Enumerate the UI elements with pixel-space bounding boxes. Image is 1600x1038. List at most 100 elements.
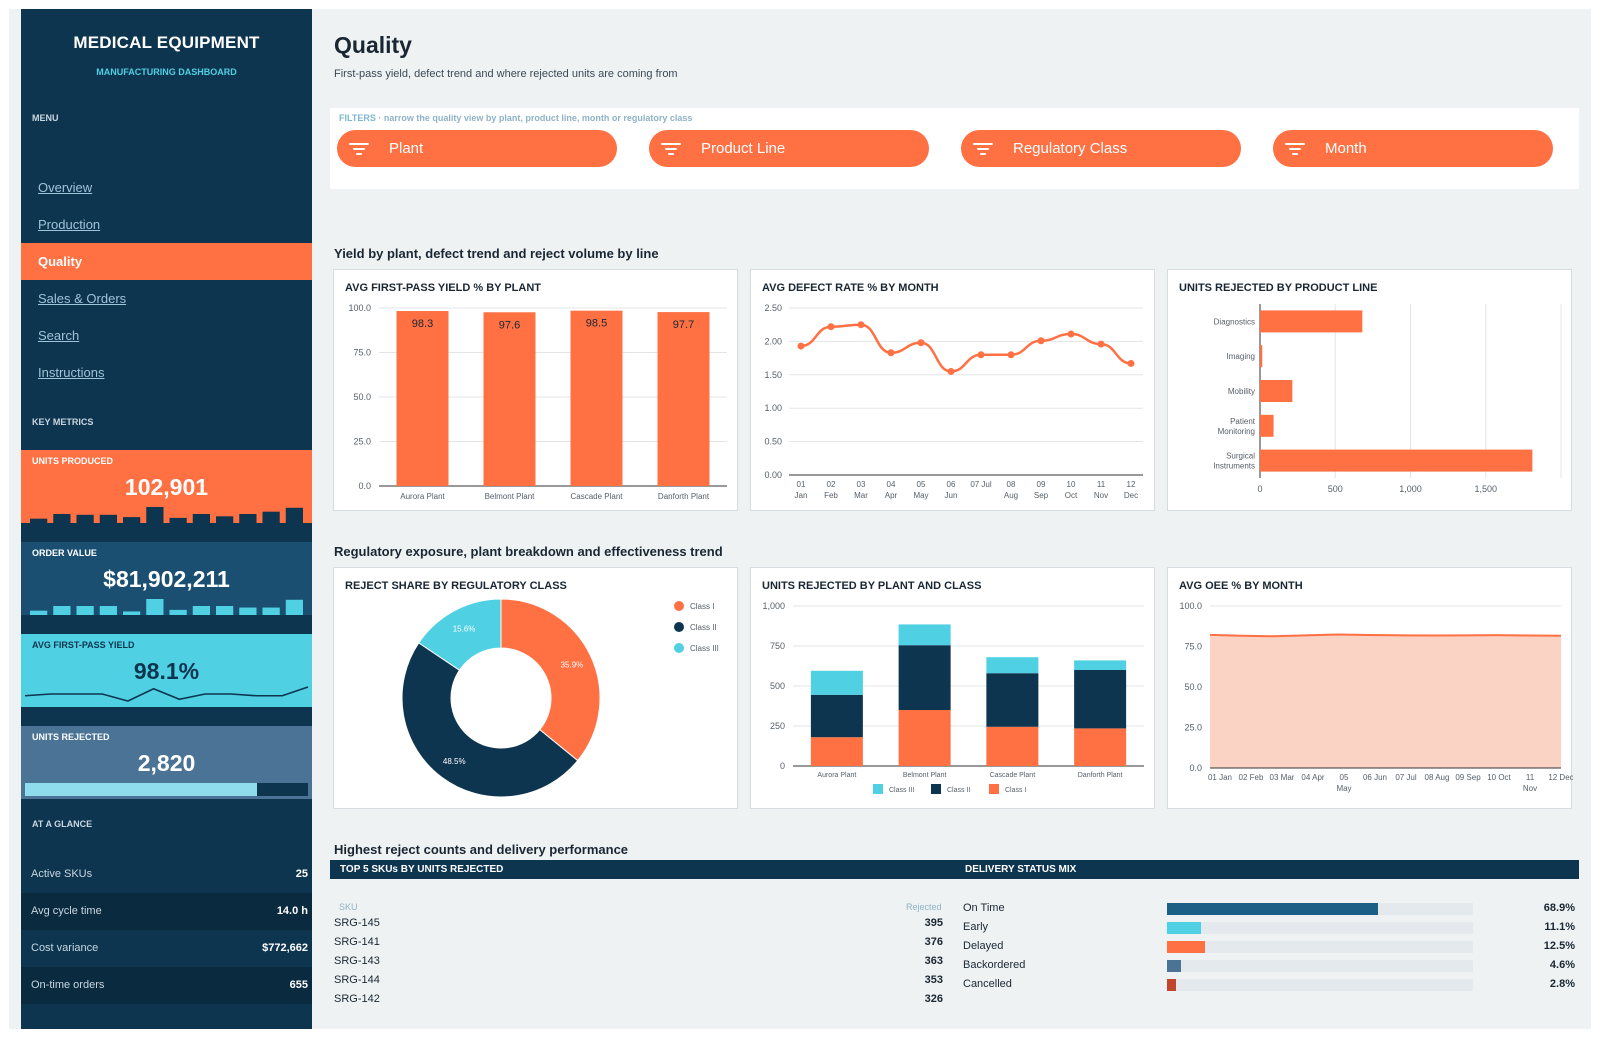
series-line — [1209, 633, 1562, 638]
top-skus-header: TOP 5 SKUs BY UNITS REJECTED — [330, 860, 955, 879]
kpi-label: UNITS REJECTED — [32, 732, 110, 742]
x-tick-label: Aug — [1004, 491, 1018, 500]
legend-label: Class II — [690, 623, 717, 632]
delivery-label: Cancelled — [963, 978, 1012, 990]
x-tick-label: 05 — [1340, 773, 1349, 782]
bar — [570, 310, 623, 486]
legend-swatch — [989, 784, 999, 794]
table-row[interactable]: SRG-144 353 — [330, 971, 955, 990]
spark-bar — [262, 511, 280, 523]
filter-icon — [1285, 143, 1305, 155]
x-tick-label: Jun — [945, 491, 958, 500]
delivery-bar-fill — [1167, 922, 1201, 934]
stacked-bar-segment — [986, 726, 1039, 766]
legend-swatch — [674, 643, 684, 653]
bar — [396, 311, 449, 486]
x-tick-label: 03 — [857, 480, 866, 489]
brand-subtitle: MANUFACTURING DASHBOARD — [96, 67, 237, 77]
x-tick-label: 08 — [1007, 480, 1016, 489]
filter-regulatory-class[interactable]: Regulatory Class — [961, 130, 1241, 167]
y-tick-label: Instruments — [1213, 462, 1255, 471]
stacked-bar-segment — [810, 694, 863, 738]
x-tick-label: Aurora Plant — [817, 772, 856, 779]
filter-product-line[interactable]: Product Line — [649, 130, 929, 167]
y-tick-label: 1.00 — [764, 403, 782, 413]
chart-title: REJECT SHARE BY REGULATORY CLASS — [345, 580, 567, 592]
delivery-bar-track — [1167, 903, 1473, 915]
donut-slice — [418, 598, 502, 671]
yield-by-plant-chart: 0.0 25.0 50.0 75.0 100.0 98.3 Aurora Plant 97.6… — [348, 303, 727, 501]
table-row[interactable]: SRG-145 395 — [330, 914, 955, 933]
delivery-bar-fill — [1167, 903, 1378, 915]
kpi-value: 98.1% — [133, 658, 200, 684]
nav-production[interactable]: Production — [38, 217, 101, 232]
glance-label: Avg cycle time — [31, 905, 102, 917]
menu-heading: MENU — [32, 113, 59, 123]
page-title: Quality — [334, 32, 412, 58]
rejected-cell: 363 — [924, 955, 943, 967]
spark-bar — [285, 507, 303, 523]
x-tick-label: 12 Dec — [1548, 773, 1573, 782]
data-point — [797, 342, 805, 350]
spark-bar — [123, 611, 141, 615]
x-tick-label: 1,500 — [1474, 484, 1497, 494]
donut-slice — [500, 598, 601, 762]
sku-cell: SRG-145 — [334, 917, 380, 929]
filter-plant[interactable]: Plant — [337, 130, 617, 167]
chart-title: AVG FIRST-PASS YIELD % BY PLANT — [345, 282, 541, 294]
spark-bar — [216, 516, 234, 523]
x-tick-label: 02 Feb — [1239, 773, 1264, 782]
x-tick-label: 0 — [1257, 484, 1262, 494]
section-title-row3: Highest reject counts and delivery perfo… — [334, 842, 629, 857]
x-tick-label: 04 — [887, 480, 896, 489]
nav-sales-orders[interactable]: Sales & Orders — [38, 291, 127, 306]
y-tick-label: Diagnostics — [1214, 317, 1255, 326]
glance-value: 14.0 h — [276, 905, 308, 917]
x-tick-label: 01 Jan — [1208, 773, 1232, 782]
x-tick-label: 07 Jul — [1395, 773, 1417, 782]
legend-label: Class I — [1005, 787, 1026, 794]
legend-swatch — [873, 784, 883, 794]
sku-cell: SRG-143 — [334, 955, 380, 967]
table-row[interactable]: SRG-141 376 — [330, 933, 955, 952]
glance-label: On-time orders — [31, 979, 105, 991]
donut-slice — [401, 642, 579, 798]
spark-bar — [169, 609, 187, 615]
nav-overview[interactable]: Overview — [38, 180, 93, 195]
col-header-rejected: Rejected — [906, 902, 942, 912]
legend-swatch — [931, 784, 941, 794]
x-tick-label: Dec — [1124, 491, 1138, 500]
nav-quality[interactable]: Quality — [21, 243, 312, 280]
card-rejected-by-plant-class: UNITS REJECTED BY PLANT AND CLASS 0 250 50… — [750, 567, 1155, 809]
nav-search[interactable]: Search — [38, 328, 80, 343]
y-tick-label: 750 — [770, 641, 785, 651]
delivery-value: 4.6% — [1549, 959, 1575, 971]
bar — [1260, 380, 1293, 402]
kpi-value: 102,901 — [124, 474, 209, 500]
kpi-progress-fill — [25, 783, 258, 796]
data-point — [1067, 330, 1075, 338]
bar-value-label: 98.5 — [586, 318, 607, 330]
nav-instructions[interactable]: Instructions — [38, 365, 105, 380]
x-tick-label: Aurora Plant — [400, 492, 445, 501]
slice-label: 15.6% — [453, 625, 476, 634]
filter-month[interactable]: Month — [1273, 130, 1553, 167]
delivery-row-early: Early 11.1% — [955, 918, 1579, 937]
x-tick-label: May — [1336, 784, 1351, 793]
y-tick-label: 0.00 — [764, 470, 782, 480]
x-tick-label: 04 Apr — [1301, 773, 1324, 782]
y-tick-label: 1,000 — [762, 601, 785, 611]
sku-cell: SRG-142 — [334, 993, 380, 1005]
table-row[interactable]: SRG-143 363 — [330, 952, 955, 971]
table-row[interactable]: SRG-142 326 — [330, 990, 955, 1009]
kpi-units-rejected: UNITS REJECTED 2,820 — [21, 726, 312, 799]
x-tick-label: Sep — [1034, 491, 1049, 500]
x-tick-label: Belmont Plant — [485, 492, 536, 501]
stacked-bar-segment — [986, 673, 1039, 727]
bar — [1260, 310, 1363, 333]
spark-bar — [169, 517, 187, 523]
spark-bar — [99, 514, 117, 523]
rejected-cell: 353 — [924, 974, 943, 986]
x-tick-label: Mar — [854, 491, 868, 500]
chart-title: UNITS REJECTED BY PLANT AND CLASS — [762, 580, 982, 592]
